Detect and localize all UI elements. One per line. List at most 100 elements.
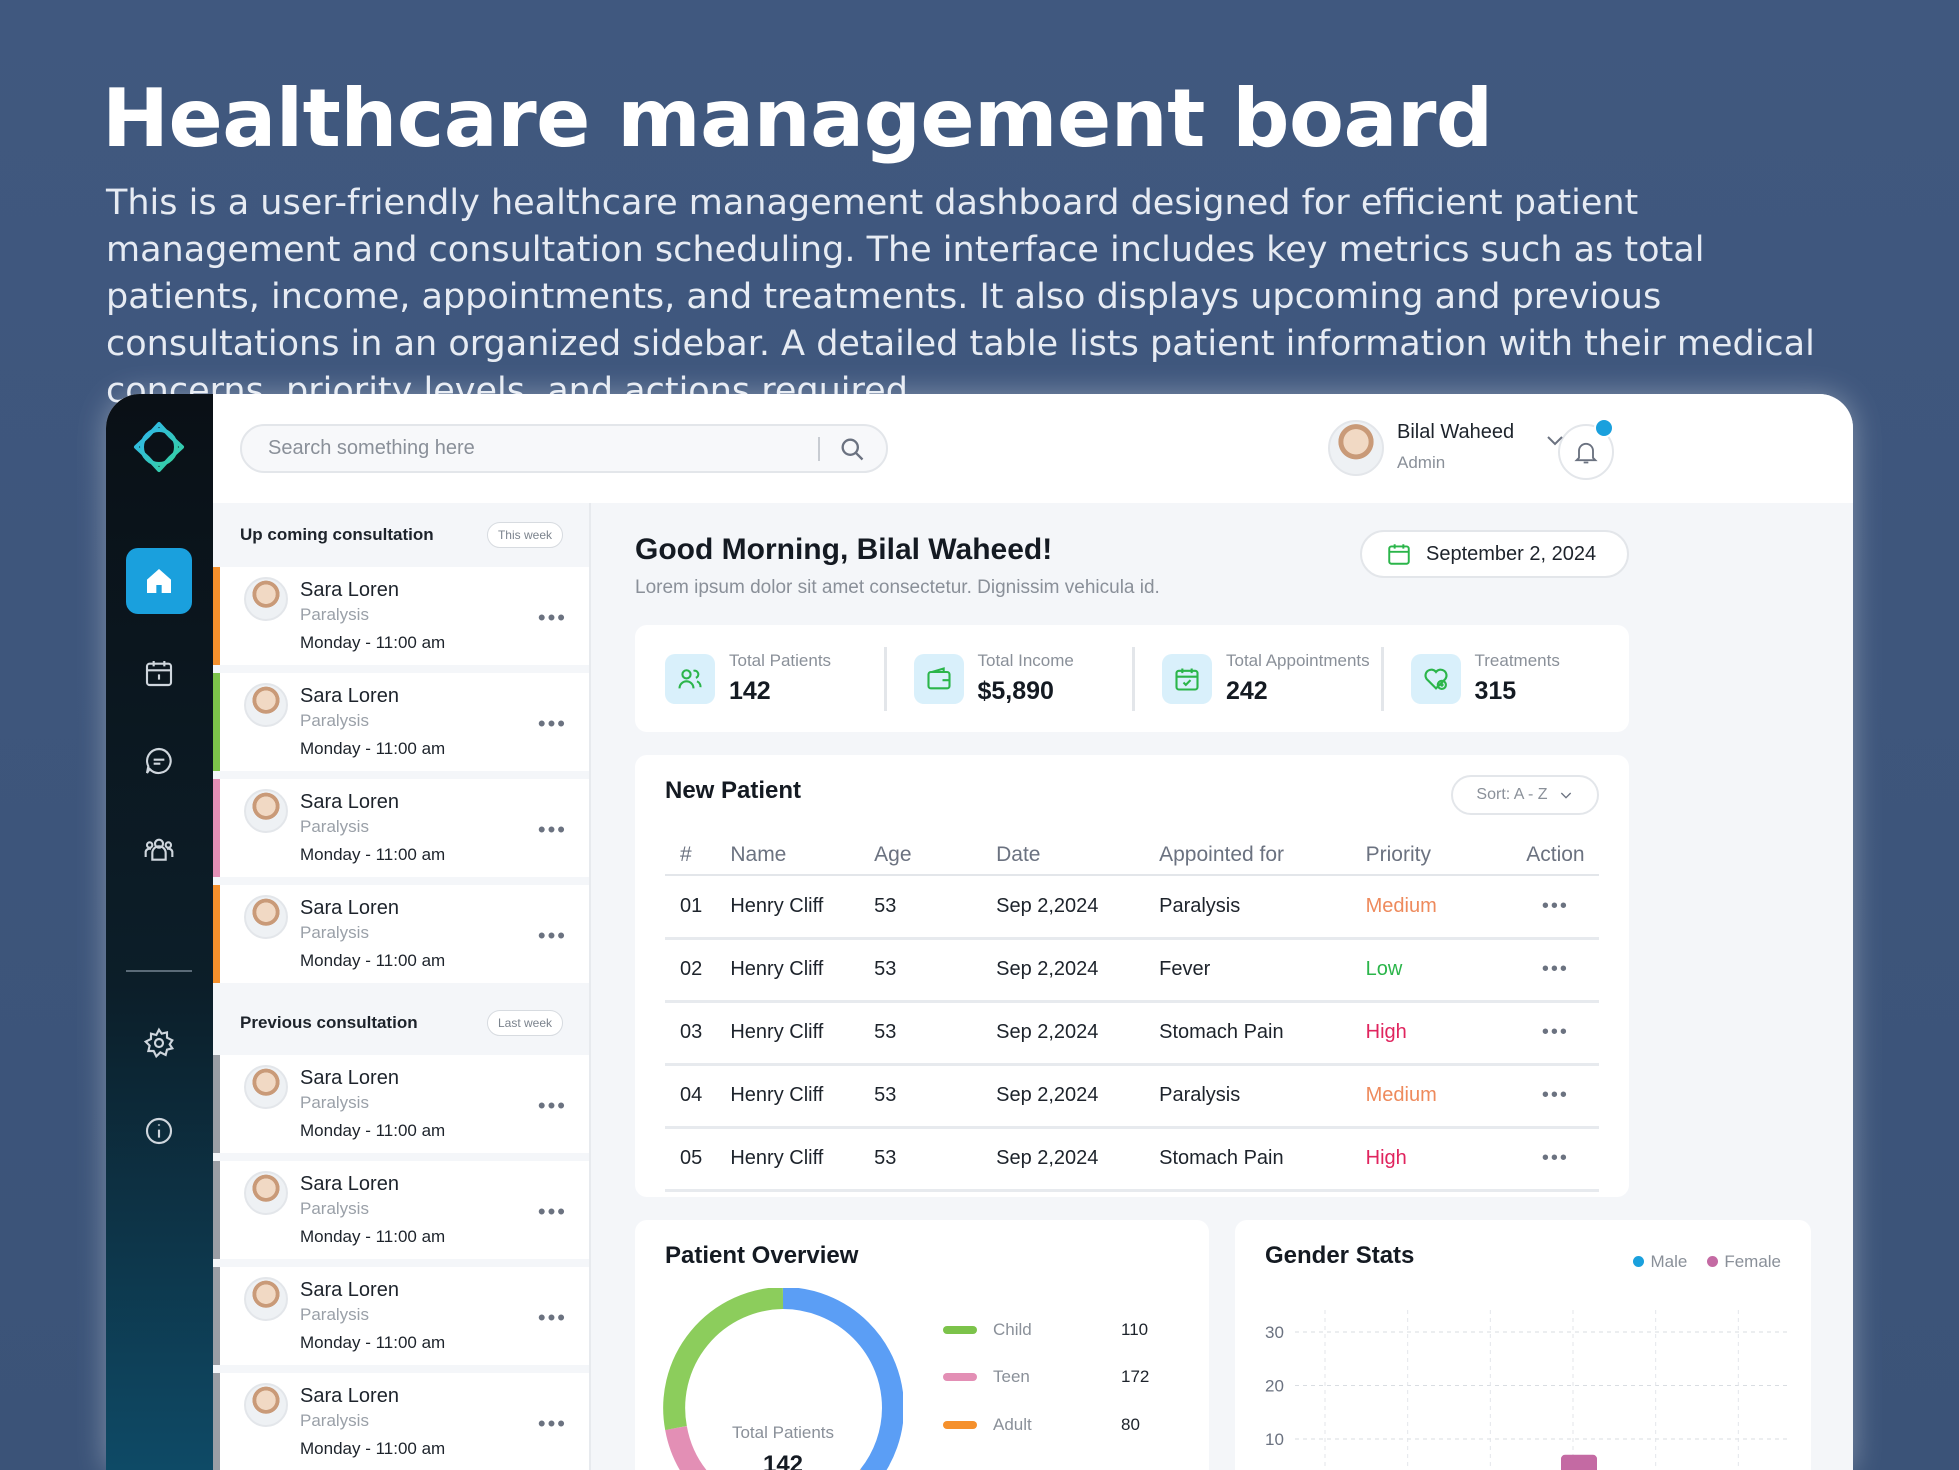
upcoming-header: Up coming consultation This week [213,503,589,567]
more-options-icon[interactable]: ••• [537,711,567,736]
info-icon[interactable] [126,1098,192,1164]
chevron-down-icon[interactable] [1543,428,1567,452]
stat-value: 315 [1474,677,1517,705]
calendar-icon [1388,544,1410,565]
patient-avatar [244,1383,288,1427]
patient-condition: Paralysis [300,1411,369,1430]
row-action-icon[interactable]: ••• [1511,875,1599,940]
legend-value: 80 [1121,1415,1140,1434]
patient-name: Sara Loren [300,1173,399,1195]
bar-female[interactable] [1561,1454,1597,1470]
donut-center-value: 142 [763,1451,803,1470]
cell-number: 04 [665,1064,731,1129]
consultation-sidebar: Up coming consultation This week Sara Lo… [213,503,591,1470]
new-patient-card: New Patient Sort: A - Z # Name Age Date … [635,755,1629,1197]
previous-list: Sara Loren Paralysis Monday - 11:00 am ••• S… [213,1055,589,1470]
patient-avatar [244,1171,288,1215]
gear-icon[interactable] [126,1010,192,1076]
more-options-icon[interactable]: ••• [537,605,567,630]
patient-avatar [244,577,288,621]
cell-priority: Medium [1365,875,1512,940]
legend-value: 110 [1121,1320,1149,1339]
consultation-card[interactable]: Sara Loren Paralysis Monday - 11:00 am ••• [213,779,589,877]
more-options-icon[interactable]: ••• [537,1411,567,1436]
chat-icon[interactable] [126,728,192,794]
more-options-icon[interactable]: ••• [537,1199,567,1224]
search-input[interactable] [268,437,808,460]
cell-age: 53 [874,1064,997,1129]
previous-header: Previous consultation Last week [213,991,589,1055]
patient-table-body: 01 Henry Cliff 53 Sep 2,2024 Paralysis Medium… [665,875,1599,1192]
hero-title: Healthcare management board [102,72,1493,165]
user-avatar[interactable] [1328,420,1384,476]
home-icon[interactable] [126,548,192,614]
table-row[interactable]: 02 Henry Cliff 53 Sep 2,2024 Fever Low ••• [665,938,1599,1003]
user-name[interactable]: Bilal Waheed [1397,421,1515,443]
consultation-card[interactable]: Sara Loren Paralysis Monday - 11:00 am ••• [213,1161,589,1259]
legend-label: Female [1724,1252,1781,1271]
upcoming-filter-chip[interactable]: This week [486,522,563,548]
cell-date: Sep 2,2024 [996,938,1160,1003]
cell-name: Henry Cliff [730,1127,875,1192]
patient-name: Sara Loren [300,1385,399,1407]
stat-total-patients: Total Patients 142 [635,625,884,732]
cell-appointed-for: Paralysis [1159,875,1366,940]
notification-button[interactable] [1558,424,1614,480]
gender-bar-chart: 30 20 10 [1265,1310,1791,1470]
search-bar[interactable] [240,424,888,473]
more-options-icon[interactable]: ••• [537,923,567,948]
consultation-time: Monday - 11:00 am [300,951,446,970]
more-options-icon[interactable]: ••• [537,817,567,842]
table-row[interactable]: 03 Henry Cliff 53 Sep 2,2024 Stomach Pain Hig… [665,1001,1599,1066]
patient-condition: Paralysis [300,605,369,624]
table-row[interactable]: 05 Henry Cliff 53 Sep 2,2024 Stomach Pain Hig… [665,1127,1599,1192]
legend-label: Child [993,1320,1032,1339]
team-icon[interactable] [126,816,192,882]
search-divider [818,436,820,461]
notification-badge [1594,418,1614,438]
patient-overview-title: Patient Overview [665,1242,859,1269]
row-action-icon[interactable]: ••• [1511,1001,1599,1066]
y-tick-label: 10 [1265,1430,1284,1449]
row-action-icon[interactable]: ••• [1511,938,1599,1003]
consultation-card[interactable]: Sara Loren Paralysis Monday - 11:00 am ••• [213,1267,589,1365]
consultation-card[interactable]: Sara Loren Paralysis Monday - 11:00 am ••• [213,567,589,665]
consultation-time: Monday - 11:00 am [300,845,446,864]
patient-avatar [244,789,288,833]
current-date: September 2, 2024 [1426,542,1597,565]
previous-title: Previous consultation [240,1013,418,1032]
previous-filter-chip[interactable]: Last week [486,1010,563,1036]
top-bar: Bilal Waheed Admin [213,394,1853,503]
treatment-icon [1410,653,1461,704]
column-header-number[interactable]: # [665,835,731,876]
calendar-check-icon [1162,653,1212,704]
consultation-card[interactable]: Sara Loren Paralysis Monday - 11:00 am ••• [213,885,589,983]
sort-dropdown[interactable]: Sort: A - Z [1451,775,1599,815]
row-action-icon[interactable]: ••• [1511,1127,1599,1192]
more-options-icon[interactable]: ••• [537,1093,567,1118]
column-header-appointed-for[interactable]: Appointed for [1159,835,1366,876]
table-row[interactable]: 01 Henry Cliff 53 Sep 2,2024 Paralysis Medium… [665,875,1599,940]
search-icon[interactable] [838,435,866,463]
cell-number: 02 [665,938,731,1003]
table-row[interactable]: 04 Henry Cliff 53 Sep 2,2024 Paralysis Medium… [665,1064,1599,1129]
date-picker[interactable]: September 2, 2024 [1360,530,1629,578]
row-action-icon[interactable]: ••• [1511,1064,1599,1129]
patient-avatar [244,1065,288,1109]
column-header-name[interactable]: Name [730,835,875,876]
more-options-icon[interactable]: ••• [537,1305,567,1330]
legend-item-teen: Teen 172 [943,1367,1149,1387]
patients-icon [665,653,715,704]
column-header-priority[interactable]: Priority [1365,835,1512,876]
cell-priority: High [1365,1127,1512,1192]
patient-condition: Paralysis [300,1199,369,1218]
icon-rail [106,394,213,1470]
consultation-card[interactable]: Sara Loren Paralysis Monday - 11:00 am ••• [213,1055,589,1153]
column-header-date[interactable]: Date [996,835,1160,876]
consultation-card[interactable]: Sara Loren Paralysis Monday - 11:00 am ••• [213,673,589,771]
cell-name: Henry Cliff [730,875,875,940]
consultation-card[interactable]: Sara Loren Paralysis Monday - 11:00 am ••• [213,1373,589,1470]
calendar-icon[interactable] [126,640,192,706]
patient-table: # Name Age Date Appointed for Priority A… [665,835,1599,1192]
column-header-age[interactable]: Age [874,835,997,876]
